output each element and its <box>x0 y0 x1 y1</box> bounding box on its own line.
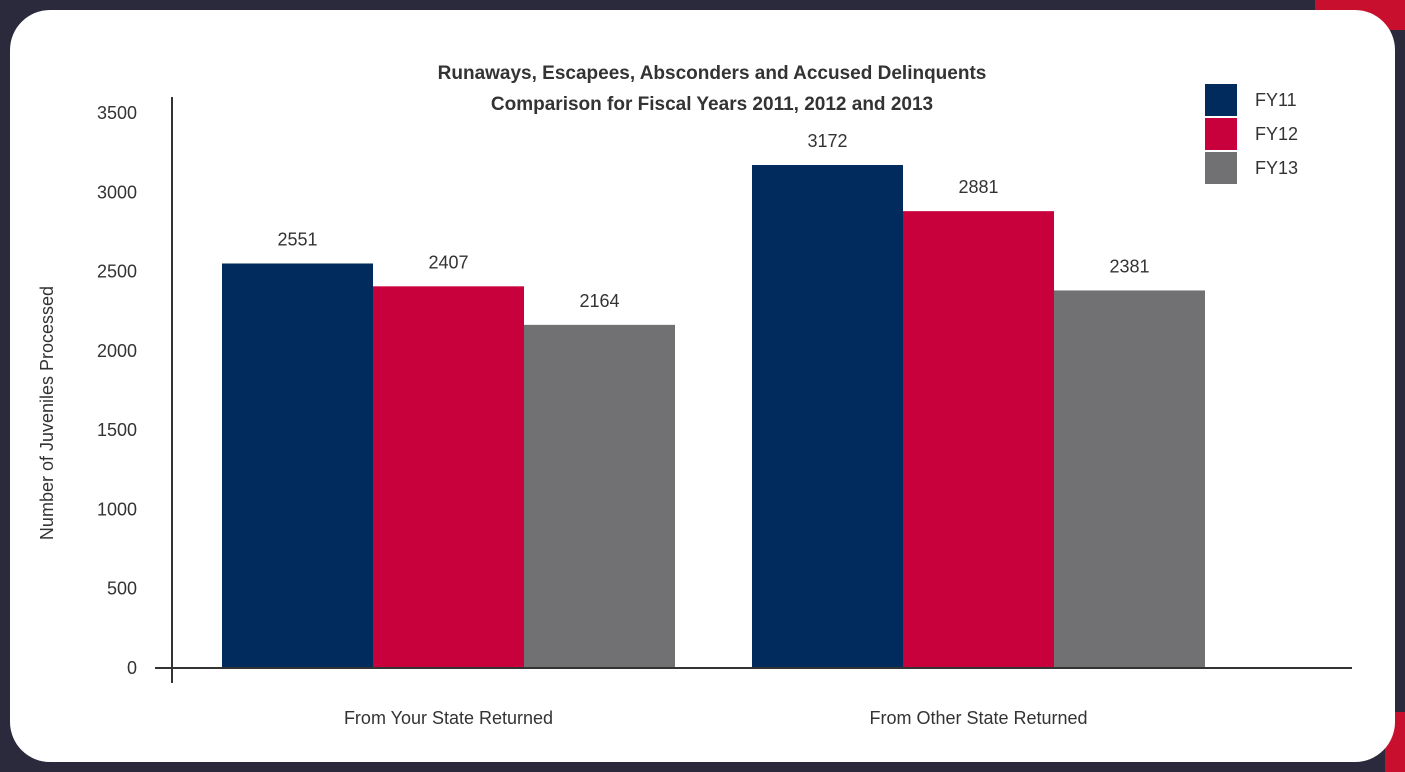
data-label: 2551 <box>277 229 317 249</box>
y-tick-label: 3500 <box>97 103 137 123</box>
legend-label-fy13: FY13 <box>1255 158 1298 178</box>
bars-group <box>222 165 1205 669</box>
category-labels-group: From Your State Returned From Other State… <box>344 708 1088 728</box>
chart-subtitle: Comparison for Fiscal Years 2011, 2012 a… <box>491 94 933 115</box>
category-label: From Other State Returned <box>869 708 1087 728</box>
data-labels-group: 2551 2407 2164 3172 2881 2381 <box>277 131 1149 311</box>
bar-fy12-other-state <box>903 211 1054 669</box>
y-tick-label: 2000 <box>97 341 137 361</box>
legend-swatch-fy13 <box>1205 152 1237 184</box>
y-tick-label: 1000 <box>97 499 137 519</box>
legend-swatch-fy11 <box>1205 84 1237 116</box>
legend-swatch-fy12 <box>1205 118 1237 150</box>
legend-label-fy12: FY12 <box>1255 124 1298 144</box>
data-label: 2381 <box>1109 256 1149 276</box>
bar-fy11-other-state <box>752 165 903 669</box>
data-label: 3172 <box>807 131 847 151</box>
y-axis-label: Number of Juveniles Processed <box>37 286 57 540</box>
data-label: 2881 <box>958 177 998 197</box>
y-axis-ticks: 0 500 1000 1500 2000 2500 3000 3500 <box>97 103 137 678</box>
legend: FY11 FY12 FY13 <box>1205 84 1298 184</box>
legend-label-fy11: FY11 <box>1255 90 1297 110</box>
y-tick-label: 3000 <box>97 182 137 202</box>
data-label: 2407 <box>428 252 468 272</box>
bar-fy13-your-state <box>524 324 675 668</box>
y-tick-label: 1500 <box>97 420 137 440</box>
y-tick-label: 0 <box>127 658 137 678</box>
bar-fy12-your-state <box>373 286 524 668</box>
y-tick-label: 2500 <box>97 262 137 282</box>
data-label: 2164 <box>579 291 619 311</box>
bar-fy11-your-state <box>222 263 373 668</box>
chart-title: Runaways, Escapees, Absconders and Accus… <box>438 63 987 84</box>
category-label: From Your State Returned <box>344 708 553 728</box>
y-tick-label: 500 <box>107 579 137 599</box>
bar-fy13-other-state <box>1054 290 1205 668</box>
